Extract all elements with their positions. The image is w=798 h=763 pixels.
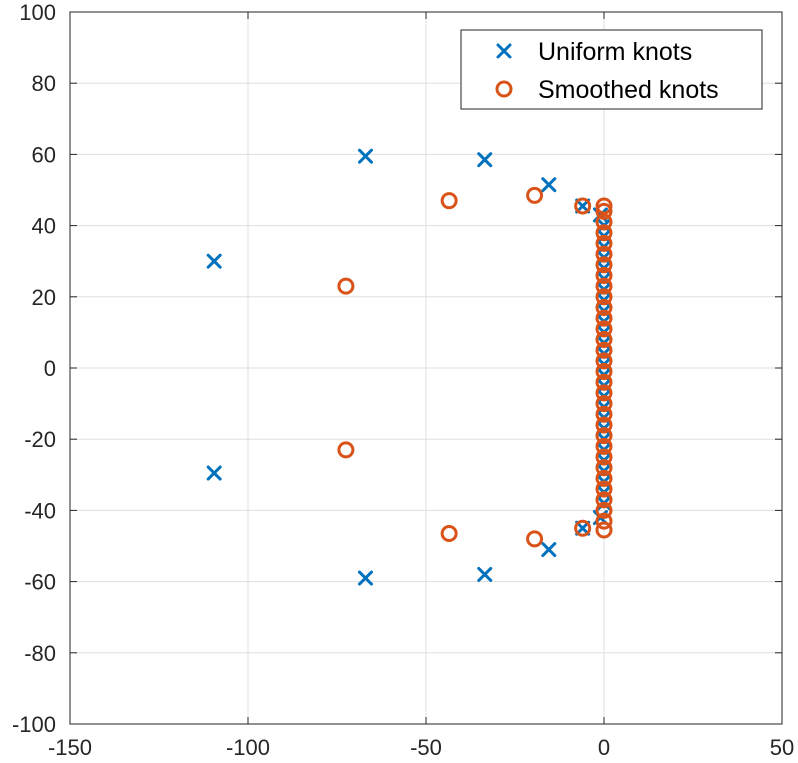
data-markers: [206, 148, 613, 586]
smoothed-knot-point: [595, 256, 613, 274]
smoothed-knot-point: [595, 202, 613, 220]
smoothed-knot-point: [595, 234, 613, 252]
x-marker-stroke: [357, 570, 373, 586]
smoothed-knot-point: [337, 277, 355, 295]
smoothed-knot-point: [595, 384, 613, 402]
smoothed-knot-point: [595, 197, 613, 215]
x-tick-label: -150: [48, 735, 92, 760]
tick-labels: -150 -100 -50 0 50-100-80-60-40-200204060801…: [12, 0, 794, 760]
smoothed-knot-point: [595, 288, 613, 306]
x-tick-label: 0: [598, 735, 610, 760]
uniform-knot-point: [477, 566, 493, 582]
legend-box: [460, 29, 763, 110]
smoothed-knot-point: [574, 519, 592, 537]
uniform-knot-point: [477, 152, 493, 168]
smoothed-knot-point: [595, 395, 613, 413]
smoothed-knot-point: [595, 331, 613, 349]
smoothed-knot-point: [595, 298, 613, 316]
smoothed-knot-point: [595, 309, 613, 327]
x-marker-stroke: [206, 465, 222, 481]
x-marker-stroke: [541, 542, 557, 558]
uniform-knot-point: [541, 542, 557, 558]
uniform-knot-point: [357, 148, 373, 164]
y-tick-label: -100: [12, 712, 56, 737]
legend-o-marker: [495, 80, 513, 98]
smoothed-knot-point: [595, 512, 613, 530]
smoothed-knot-point: [595, 277, 613, 295]
smoothed-knot-point: [526, 530, 544, 548]
x-marker-stroke: [477, 566, 493, 582]
y-tick-label: 40: [32, 214, 56, 239]
y-tick-label: 100: [19, 0, 56, 25]
uniform-knot-point: [206, 253, 222, 269]
smoothed-knot-point: [595, 224, 613, 242]
y-tick-label: 20: [32, 285, 56, 310]
x-tick-label: 50: [770, 735, 794, 760]
y-tick-label: 60: [32, 142, 56, 167]
uniform-knot-point: [357, 570, 373, 586]
y-tick-label: -60: [24, 570, 56, 595]
smoothed-knot-point: [595, 245, 613, 263]
smoothed-knot-point: [595, 491, 613, 509]
uniform-knot-point: [206, 465, 222, 481]
smoothed-knot-point: [440, 525, 458, 543]
smoothed-knot-point: [440, 192, 458, 210]
smoothed-knot-point: [595, 320, 613, 338]
smoothed-knot-point: [595, 341, 613, 359]
smoothed-knot-point: [595, 363, 613, 381]
smoothed-knot-point: [337, 441, 355, 459]
uniform-knot-point: [541, 177, 557, 193]
smoothed-knot-point: [595, 521, 613, 539]
x-tick-label: -100: [226, 735, 270, 760]
y-tick-label: -80: [24, 641, 56, 666]
x-marker-stroke: [541, 177, 557, 193]
smoothed-knot-point: [595, 448, 613, 466]
smoothed-knot-point: [526, 186, 544, 204]
smoothed-knot-point: [595, 469, 613, 487]
y-tick-label: -20: [24, 427, 56, 452]
legend: Uniform knots Smoothed knots: [460, 29, 763, 110]
x-tick-label: -50: [410, 735, 442, 760]
legend-label-uniform-knots: Uniform knots: [538, 38, 692, 66]
smoothed-knot-point: [595, 373, 613, 391]
legend-label-smoothed-knots: Smoothed knots: [538, 76, 719, 104]
smoothed-knot-point: [595, 437, 613, 455]
tick-marks: [69, 11, 783, 725]
smoothed-knot-point: [595, 480, 613, 498]
y-tick-label: -40: [24, 498, 56, 523]
smoothed-knot-point: [595, 459, 613, 477]
y-tick-label: 80: [32, 71, 56, 96]
legend-x-marker: [496, 43, 512, 59]
smoothed-knot-point: [595, 266, 613, 284]
y-tick-label: 0: [44, 356, 56, 381]
smoothed-knot-point: [595, 501, 613, 519]
x-marker-stroke: [206, 253, 222, 269]
legend-symbol-smoothed-knots: [495, 80, 513, 98]
smoothed-knot-point: [574, 197, 592, 215]
x-marker-stroke: [496, 43, 512, 59]
smoothed-knot-point: [595, 427, 613, 445]
smoothed-knot-point: [595, 416, 613, 434]
smoothed-knot-point: [595, 352, 613, 370]
x-marker-stroke: [357, 148, 373, 164]
smoothed-knot-point: [595, 405, 613, 423]
legend-symbol-uniform-knots: [496, 43, 512, 59]
smoothed-knot-point: [595, 213, 613, 231]
x-marker-stroke: [477, 152, 493, 168]
